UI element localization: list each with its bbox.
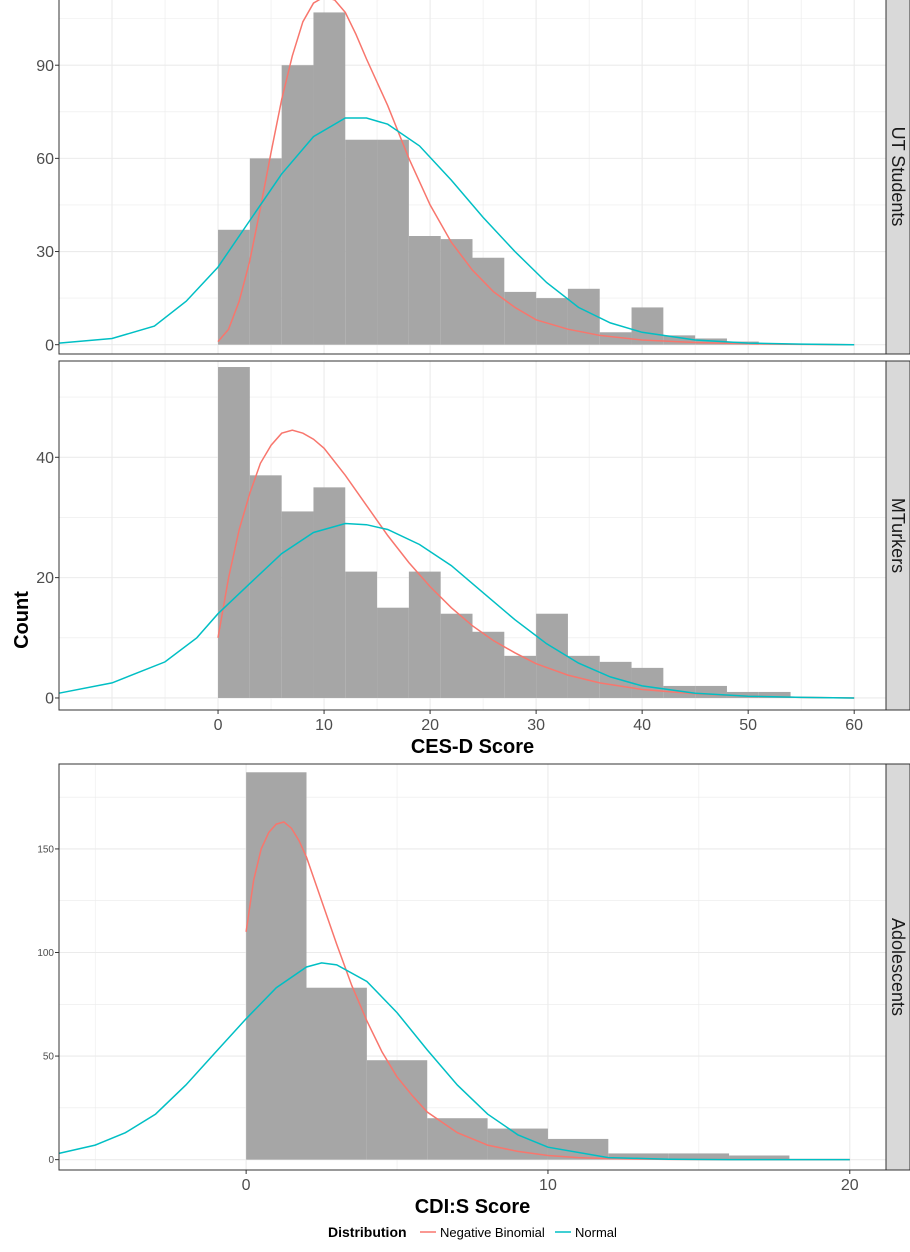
histogram-bar bbox=[345, 139, 378, 345]
histogram-bar bbox=[608, 1153, 669, 1160]
histogram-bar bbox=[377, 139, 409, 345]
x-tick-label: 10 bbox=[315, 717, 333, 734]
histogram-bar bbox=[313, 12, 346, 345]
y-axis-title: Count bbox=[11, 591, 33, 649]
histogram-bar bbox=[536, 613, 568, 698]
y-tick-label: 0 bbox=[48, 1155, 54, 1166]
facet-strip bbox=[885, 360, 910, 711]
negative-binomial-curve bbox=[217, 429, 855, 699]
histogram-bar bbox=[472, 631, 505, 698]
y-tick-label: 150 bbox=[37, 844, 54, 855]
legend-title: Distribution bbox=[328, 1224, 407, 1240]
legend-label-normal: Normal bbox=[575, 1225, 617, 1240]
x-tick-label: 50 bbox=[739, 717, 757, 734]
y-tick-label: 50 bbox=[43, 1052, 55, 1063]
histogram-bar bbox=[249, 158, 282, 345]
x-axis-title: CDI:S Score bbox=[415, 1196, 531, 1218]
negative-binomial-curve bbox=[217, 0, 855, 346]
legend-label-negative-binomial: Negative Binomial bbox=[440, 1225, 545, 1240]
histogram-bar bbox=[599, 661, 632, 698]
histogram-bar bbox=[504, 291, 537, 345]
y-tick-label: 30 bbox=[36, 244, 54, 261]
histogram-bar bbox=[249, 475, 282, 698]
y-tick-label: 100 bbox=[37, 948, 54, 959]
y-tick-label: 60 bbox=[36, 151, 54, 168]
x-tick-label: 20 bbox=[421, 717, 439, 734]
x-tick-label: 20 bbox=[841, 1177, 859, 1194]
legend: Distribution Negative Binomial Normal bbox=[328, 1224, 617, 1240]
y-tick-label: 0 bbox=[45, 691, 54, 708]
histogram-bar bbox=[695, 685, 727, 698]
normal-curve bbox=[58, 117, 855, 346]
histogram-bar bbox=[663, 335, 696, 345]
x-tick-label: 0 bbox=[242, 1177, 251, 1194]
x-tick-label: 10 bbox=[539, 1177, 557, 1194]
y-tick-label: 90 bbox=[36, 58, 54, 75]
facet-strip bbox=[885, 0, 910, 355]
histogram-bar bbox=[599, 332, 632, 345]
y-tick-label: 40 bbox=[36, 450, 54, 467]
histogram-bar bbox=[729, 1155, 790, 1160]
panel-ut-students: 0 30 60 90 UT Students bbox=[36, 0, 910, 355]
histogram-bar bbox=[377, 607, 409, 698]
facet-strip bbox=[885, 763, 910, 1171]
histogram-bar bbox=[218, 229, 250, 345]
histogram-bar bbox=[726, 691, 759, 698]
histogram-bar bbox=[281, 65, 314, 345]
panel-mturkers: 0 20 40 MTurkers 0 10 20 30 40 50 60 CES-D Score bbox=[36, 360, 910, 758]
y-tick-label: 20 bbox=[36, 570, 54, 587]
histogram-bar bbox=[504, 655, 537, 698]
histogram-bar bbox=[345, 571, 378, 698]
x-tick-label: 30 bbox=[527, 717, 545, 734]
histogram-bar bbox=[427, 1118, 488, 1160]
normal-curve bbox=[58, 962, 850, 1161]
histogram-bar bbox=[281, 511, 314, 698]
facet-strip-label: MTurkers bbox=[888, 498, 908, 573]
normal-curve bbox=[58, 522, 855, 699]
x-tick-label: 0 bbox=[214, 717, 223, 734]
histogram-bar bbox=[631, 307, 664, 345]
histogram-bar bbox=[472, 257, 505, 345]
x-axis-title: CES-D Score bbox=[411, 736, 534, 758]
histogram-bar bbox=[408, 571, 441, 698]
histogram-bar bbox=[631, 667, 664, 698]
histogram-bar bbox=[758, 691, 791, 698]
histogram-bar bbox=[366, 1060, 428, 1160]
panel-background bbox=[59, 764, 886, 1170]
histogram-bar bbox=[408, 236, 441, 345]
facet-strip-label: UT Students bbox=[888, 127, 908, 227]
histogram-bar bbox=[668, 1153, 730, 1160]
x-tick-label: 40 bbox=[633, 717, 651, 734]
x-tick-label: 60 bbox=[845, 717, 863, 734]
histogram-bar bbox=[313, 487, 346, 698]
negative-binomial-curve bbox=[245, 821, 850, 1161]
panel-adolescents: 0 50 100 150 Adolescents 0 10 20 CDI:S Score bbox=[37, 763, 910, 1218]
histogram-bar bbox=[306, 987, 367, 1160]
histogram-bar bbox=[440, 239, 473, 345]
facet-strip-label: Adolescents bbox=[888, 918, 908, 1016]
y-tick-label: 0 bbox=[45, 337, 54, 354]
histogram-bar bbox=[218, 367, 250, 698]
histogram-bar bbox=[567, 288, 600, 345]
histogram-bar bbox=[440, 613, 473, 698]
histogram-bar bbox=[246, 772, 307, 1160]
